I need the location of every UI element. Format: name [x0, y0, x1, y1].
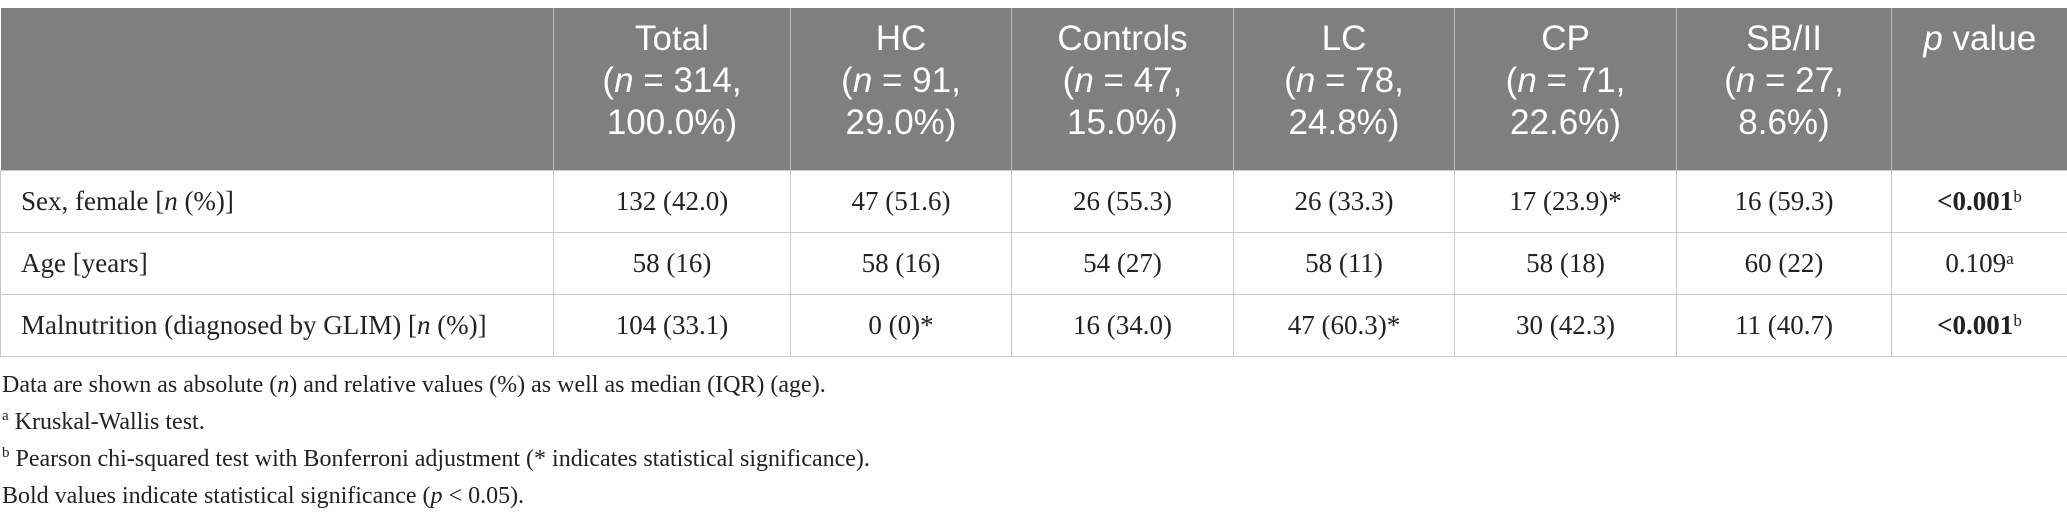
header-pct: 15.0%) — [1067, 103, 1178, 142]
row-label: Sex, female [n (%)] — [0, 170, 554, 233]
row-label-post: (%)] — [177, 186, 234, 216]
table-cell: 58 (16) — [553, 232, 791, 295]
table-row-malnutrition: Malnutrition (diagnosed by GLIM) [n (%)]… — [0, 294, 2067, 357]
header-pct: 24.8%) — [1288, 103, 1400, 142]
header-n: 71, — [1576, 61, 1626, 100]
header-n: 78, — [1355, 61, 1404, 100]
header-controls: Controls (n = 47, 15.0%) — [1011, 8, 1234, 171]
table-cell: 47 (60.3)* — [1233, 294, 1455, 357]
table-cell: 54 (27) — [1011, 232, 1234, 295]
footnote-italic: p — [430, 483, 443, 509]
table-cell: 58 (11) — [1233, 232, 1455, 295]
row-label: Malnutrition (diagnosed by GLIM) [n (%)] — [0, 294, 554, 357]
results-table: Total (n = 314, 100.0%) HC (n = 91, 29.0… — [0, 8, 2067, 357]
footnote-bold-values: Bold values indicate statistical signifi… — [2, 478, 2067, 515]
table-row-sex: Sex, female [n (%)] 132 (42.0) 47 (51.6)… — [0, 170, 2067, 233]
p-value: <0.001 — [1937, 310, 2014, 340]
header-hc: HC (n = 91, 29.0%) — [790, 8, 1012, 171]
header-pct: 8.6%) — [1738, 103, 1830, 142]
row-label: Age [years] — [0, 232, 554, 295]
header-name: CP — [1541, 19, 1590, 58]
footnote-text: Data are shown as absolute ( — [2, 372, 278, 398]
table-cell: 58 (16) — [790, 232, 1012, 295]
header-name: Total — [635, 19, 709, 58]
p-value-footnote-mark: a — [2006, 249, 2014, 268]
header-name: SB/II — [1746, 19, 1822, 58]
header-n: 47, — [1133, 61, 1183, 100]
table-cell: 16 (34.0) — [1011, 294, 1234, 357]
table-cell: 26 (33.3) — [1233, 170, 1455, 233]
row-label-text: Malnutrition (diagnosed by GLIM) [ — [21, 310, 417, 340]
header-sb-ii: SB/II (n = 27, 8.6%) — [1676, 8, 1892, 171]
p-value-cell: <0.001b — [1891, 294, 2067, 357]
row-label-italic: n — [164, 186, 178, 216]
header-row: Total (n = 314, 100.0%) HC (n = 91, 29.0… — [0, 8, 2067, 171]
row-label-text: Sex, female [ — [21, 186, 165, 216]
header-p-italic: p — [1923, 19, 1943, 58]
header-pct: 22.6%) — [1510, 103, 1621, 142]
header-n: 27, — [1795, 61, 1844, 100]
table-cell: 58 (18) — [1454, 232, 1677, 295]
footnote-text: Kruskal-Wallis test. — [8, 409, 205, 435]
header-total: Total (n = 314, 100.0%) — [553, 8, 791, 171]
footnote-text: Pearson chi-squared test with Bonferroni… — [9, 446, 870, 472]
footnote-data-description: Data are shown as absolute (n) and relat… — [2, 367, 2067, 404]
table-cell: 30 (42.3) — [1454, 294, 1677, 357]
header-name: HC — [875, 19, 927, 58]
table-container: Total (n = 314, 100.0%) HC (n = 91, 29.0… — [0, 8, 2067, 515]
footnote-text: ) and relative values (%) as well as med… — [289, 372, 826, 398]
p-value: 0.109 — [1945, 248, 2007, 278]
table-cell: 17 (23.9)* — [1454, 170, 1677, 233]
table-cell: 11 (40.7) — [1676, 294, 1892, 357]
header-name: Controls — [1057, 19, 1188, 58]
header-lc: LC (n = 78, 24.8%) — [1233, 8, 1455, 171]
header-cp: CP (n = 71, 22.6%) — [1454, 8, 1677, 171]
footnote-italic: n — [277, 372, 290, 398]
table-footnotes: Data are shown as absolute (n) and relat… — [0, 367, 2067, 515]
table-cell: 0 (0)* — [790, 294, 1012, 357]
footnote-text: < 0.05). — [442, 483, 525, 509]
header-p-rest: value — [1942, 19, 2037, 58]
row-label-post: (%)] — [430, 310, 487, 340]
header-n: 91, — [912, 61, 961, 100]
table-cell: 132 (42.0) — [553, 170, 791, 233]
footnote-mark: b — [2, 445, 10, 461]
row-label-italic: n — [416, 310, 431, 340]
table-cell: 16 (59.3) — [1676, 170, 1892, 233]
table-cell: 47 (51.6) — [790, 170, 1012, 233]
table-row-age: Age [years] 58 (16) 58 (16) 54 (27) 58 (… — [0, 232, 2067, 295]
header-empty-cell — [0, 8, 554, 171]
row-label-text: Age [years] — [21, 248, 148, 278]
header-pct: 100.0%) — [606, 103, 738, 142]
footnote-text: Bold values indicate statistical signifi… — [2, 483, 431, 509]
footnote-mark: a — [2, 408, 9, 424]
header-name: LC — [1321, 19, 1367, 58]
footnote-b: b Pearson chi-squared test with Bonferro… — [2, 441, 2067, 478]
p-value-footnote-mark: b — [2013, 187, 2022, 206]
table-cell: 60 (22) — [1676, 232, 1892, 295]
header-p-value: p value — [1891, 8, 2067, 171]
table-cell: 104 (33.1) — [553, 294, 791, 357]
p-value: <0.001 — [1937, 186, 2014, 216]
p-value-cell: <0.001b — [1891, 170, 2067, 233]
p-value-footnote-mark: b — [2013, 311, 2022, 330]
p-value-cell: 0.109a — [1891, 232, 2067, 295]
header-n: 314, — [673, 61, 742, 100]
table-cell: 26 (55.3) — [1011, 170, 1234, 233]
footnote-a: a Kruskal-Wallis test. — [2, 404, 2067, 441]
header-pct: 29.0%) — [845, 103, 957, 142]
